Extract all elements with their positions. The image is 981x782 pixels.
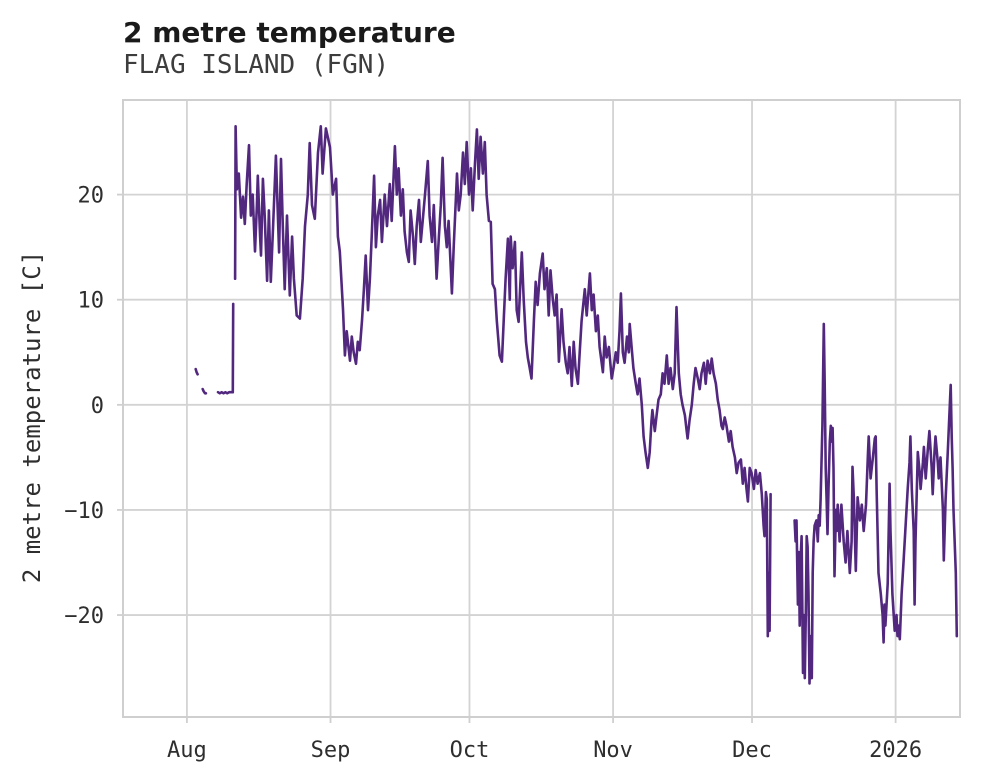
x-tick-label: Sep <box>311 738 351 763</box>
x-tick-label: 2026 <box>869 738 922 763</box>
y-tick-label: −20 <box>64 604 104 629</box>
x-tick-label: Dec <box>732 738 772 763</box>
x-tick-label: Nov <box>593 738 633 763</box>
y-tick-label: 20 <box>78 184 105 209</box>
temperature-line <box>201 387 208 395</box>
temperature-line <box>793 322 959 685</box>
x-tick-label: Aug <box>167 738 207 763</box>
y-tick-label: −10 <box>64 499 104 524</box>
chart-title: 2 metre temperature <box>123 16 456 49</box>
temperature-line <box>233 125 772 638</box>
y-tick-label: 10 <box>78 289 105 314</box>
temperature-line <box>216 302 235 395</box>
chart-subtitle: FLAG ISLAND (FGN) <box>123 50 390 80</box>
temperature-line <box>194 367 199 376</box>
x-tick-label: Oct <box>450 738 490 763</box>
y-tick-label: 0 <box>91 394 104 419</box>
plot-border <box>122 99 961 718</box>
